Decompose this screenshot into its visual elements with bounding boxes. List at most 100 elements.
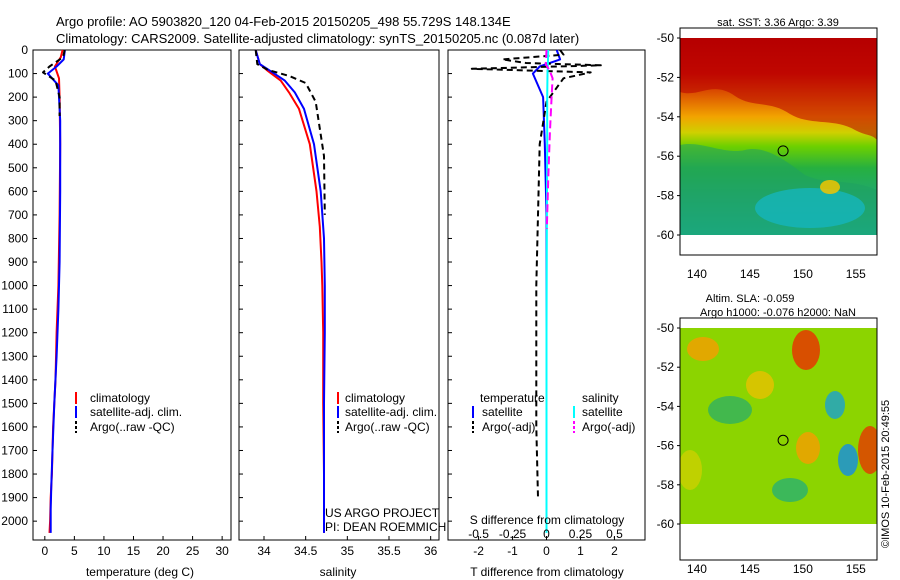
x-tick-label-difference-3: 1 bbox=[577, 544, 584, 558]
imos-credit: ©IMOS 10-Feb-2015 20:49:55 bbox=[880, 400, 892, 548]
difference-xlabel: T difference from climatology bbox=[470, 565, 624, 579]
y-tick-label-7: 700 bbox=[8, 208, 28, 222]
sla-map-title-1: Altim. SLA: -0.059 bbox=[706, 293, 795, 305]
x-tick-label-temperature-1: 5 bbox=[71, 544, 78, 558]
sst-map: sat. SST: 3.36 Argo: 3.39 140 145 150 155 -5… bbox=[657, 17, 878, 281]
series-line-difference-2 bbox=[545, 49, 550, 533]
y-tick-label-9: 900 bbox=[8, 255, 28, 269]
sst-warm-front bbox=[680, 38, 877, 140]
y-tick-label-17: 1700 bbox=[1, 443, 28, 457]
sst-lat-tick-label-2: -54 bbox=[657, 110, 675, 124]
legend-label-t-argo: Argo(-adj) bbox=[482, 420, 535, 434]
legend-title-temperature: temperature bbox=[480, 391, 545, 405]
sla-high-5 bbox=[858, 426, 877, 474]
y-tick-label-6: 600 bbox=[8, 184, 28, 198]
sst-lat-tick-label-0: -50 bbox=[657, 31, 675, 45]
y-tick-label-13: 1300 bbox=[1, 349, 28, 363]
sla-plot-frame bbox=[679, 317, 878, 561]
sla-lat-tick-label-5: -60 bbox=[657, 517, 675, 531]
y-tick-label-4: 400 bbox=[8, 137, 28, 151]
y-tick-label-3: 300 bbox=[8, 114, 28, 128]
legend-label-satellite: satellite-adj. clim. bbox=[90, 405, 182, 419]
sst-lat-tick-label-3: -56 bbox=[657, 149, 675, 163]
x-tick-label-salinity-0: 34 bbox=[257, 544, 271, 558]
difference-x2label: S difference from climatology bbox=[470, 513, 625, 527]
x-tick-label-salinity-4: 36 bbox=[424, 544, 438, 558]
sla-argo-position-marker bbox=[777, 434, 789, 446]
sla-low-1 bbox=[708, 396, 752, 424]
header-line-2: Climatology: CARS2009. Satellite-adjuste… bbox=[56, 31, 579, 46]
salinity-legend: climatology satellite-adj. clim. Argo(..… bbox=[337, 391, 437, 434]
legend-label-argo: Argo(..raw -QC) bbox=[345, 420, 430, 434]
series-line-temperature-2 bbox=[42, 49, 66, 116]
x2-tick-label-difference-2: 0 bbox=[543, 527, 550, 541]
sla-high-6 bbox=[680, 450, 702, 490]
y-tick-label-14: 1400 bbox=[1, 373, 28, 387]
sst-argo-position-marker bbox=[777, 145, 789, 157]
sst-blank-band bbox=[680, 235, 877, 255]
x-tick-label-temperature-6: 30 bbox=[215, 544, 229, 558]
sst-lon-tick-label-0: 140 bbox=[687, 267, 707, 281]
temperature-panel: 0 5 10 15 20 25 300100200300400500600700800900… bbox=[1, 43, 232, 579]
y-tick-label-0: 0 bbox=[21, 43, 28, 57]
sla-lat-tick-label-0: -50 bbox=[657, 321, 675, 335]
y-tick-label-1: 100 bbox=[8, 67, 28, 81]
y-tick-label-16: 1600 bbox=[1, 420, 28, 434]
legend-label-argo: Argo(..raw -QC) bbox=[90, 420, 175, 434]
project-annotation: US ARGO PROJECT bbox=[325, 506, 440, 520]
sst-map-title: sat. SST: 3.36 Argo: 3.39 bbox=[717, 17, 839, 29]
legend-label-s-satellite: satellite bbox=[582, 405, 623, 419]
sla-low-3 bbox=[838, 444, 858, 476]
sla-map-title-2: Argo h1000: -0.076 h2000: NaN bbox=[700, 307, 856, 319]
salinity-panel: 34 34.5 35 35.5 36 salinity climatology sate… bbox=[238, 49, 446, 579]
temperature-legend: climatology satellite-adj. clim. Argo(..… bbox=[75, 391, 182, 434]
sla-lat-tick-label-2: -54 bbox=[657, 399, 675, 413]
x-tick-label-temperature-4: 20 bbox=[156, 544, 170, 558]
salinity-xlabel: salinity bbox=[320, 565, 357, 579]
sst-lon-tick-label-2: 150 bbox=[793, 267, 813, 281]
legend-label-t-satellite: satellite bbox=[482, 405, 523, 419]
legend-label-s-argo: Argo(-adj) bbox=[582, 420, 635, 434]
x-tick-label-salinity-1: 34.5 bbox=[294, 544, 318, 558]
sst-warm-patch bbox=[820, 180, 840, 194]
y-tick-label-20: 2000 bbox=[1, 514, 28, 528]
x-tick-label-difference-0: -2 bbox=[473, 544, 484, 558]
sla-low-2 bbox=[825, 391, 845, 419]
x-tick-label-difference-2: 0 bbox=[543, 544, 550, 558]
series-line-difference-1 bbox=[470, 49, 602, 498]
series-line-temperature-1 bbox=[46, 49, 66, 533]
sst-lat-tick-label-1: -52 bbox=[657, 70, 675, 84]
series-line-difference-3 bbox=[544, 49, 554, 230]
x-tick-label-temperature-0: 0 bbox=[41, 544, 48, 558]
legend-label-climatology: climatology bbox=[90, 391, 150, 405]
y-tick-label-19: 1900 bbox=[1, 491, 28, 505]
difference-panel: -2 -1 0 1 2 -0.5 -0.25 0 0.25 0.5 S difference fr… bbox=[447, 49, 646, 579]
sla-blank-band bbox=[680, 524, 877, 560]
x-tick-label-salinity-2: 35 bbox=[341, 544, 355, 558]
sla-lat-tick-label-3: -56 bbox=[657, 439, 675, 453]
y-tick-label-15: 1500 bbox=[1, 396, 28, 410]
y-tick-label-10: 1000 bbox=[1, 279, 28, 293]
legend-label-satellite: satellite-adj. clim. bbox=[345, 405, 437, 419]
legend-label-climatology: climatology bbox=[345, 391, 405, 405]
sst-lat-tick-label-4: -58 bbox=[657, 189, 675, 203]
x-tick-label-temperature-5: 25 bbox=[186, 544, 200, 558]
salinity-axes-frame bbox=[238, 49, 440, 541]
y-tick-label-5: 500 bbox=[8, 161, 28, 175]
x2-tick-label-difference-1: -0.25 bbox=[499, 527, 527, 541]
x2-tick-label-difference-0: -0.5 bbox=[468, 527, 489, 541]
temperature-axes-frame bbox=[32, 49, 232, 541]
sla-high-3 bbox=[746, 371, 774, 399]
sla-map: Altim. SLA: -0.059 Argo h1000: -0.076 h2… bbox=[657, 293, 878, 576]
y-tick-label-11: 1100 bbox=[2, 302, 28, 316]
x2-tick-label-difference-3: 0.25 bbox=[569, 527, 593, 541]
x-tick-label-salinity-3: 35.5 bbox=[377, 544, 401, 558]
sla-lat-tick-label-1: -52 bbox=[657, 360, 675, 374]
series-line-salinity-0 bbox=[254, 49, 325, 533]
legend-title-salinity: salinity bbox=[582, 391, 619, 405]
header-line-1: Argo profile: AO 5903820_120 04-Feb-2015… bbox=[56, 14, 511, 29]
pi-annotation: PI: DEAN ROEMMICH bbox=[325, 520, 446, 534]
sst-lon-tick-label-3: 155 bbox=[846, 267, 866, 281]
y-tick-label-18: 1800 bbox=[1, 467, 28, 481]
